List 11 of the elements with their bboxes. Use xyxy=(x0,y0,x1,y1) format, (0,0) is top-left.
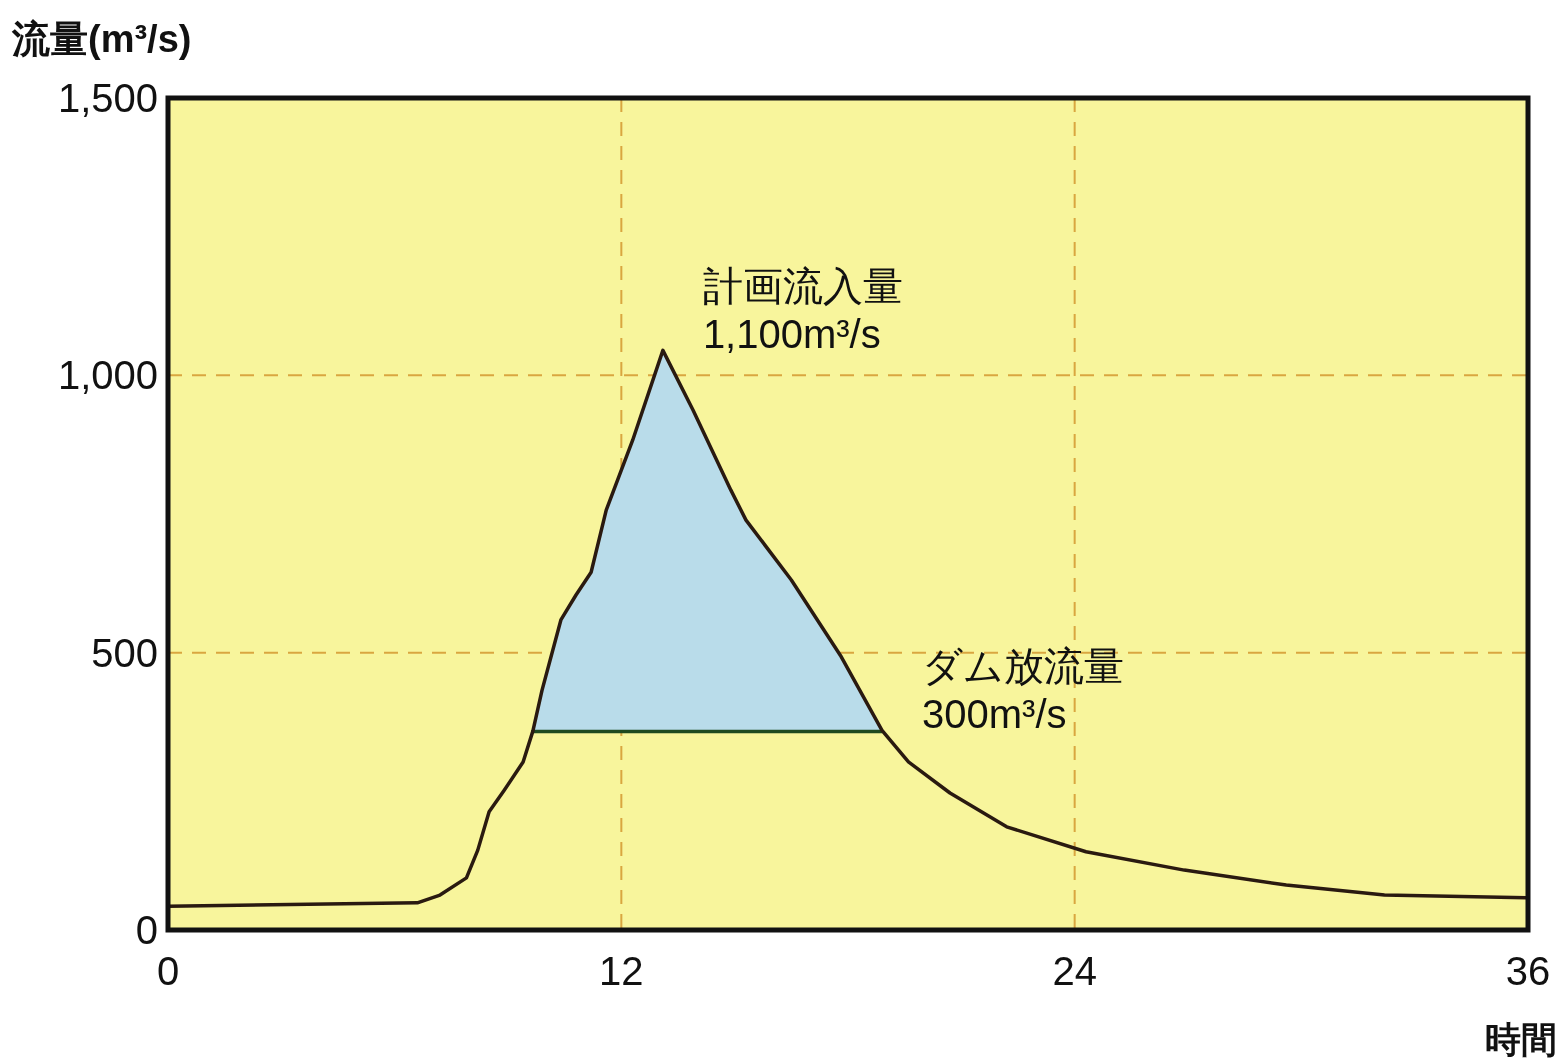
x-axis-title: 時間 xyxy=(1485,1019,1557,1060)
x-tick-label: 24 xyxy=(1052,949,1097,993)
x-tick-label: 36 xyxy=(1505,949,1551,993)
y-tick-label: 500 xyxy=(91,630,158,675)
y-axis-title: 流量(m³/s) xyxy=(11,18,192,60)
x-tick-label: 12 xyxy=(599,949,644,993)
annotation: ダム放流量 300m³/s xyxy=(922,644,1124,737)
y-tick-label: 1,000 xyxy=(57,353,158,398)
y-tick-label: 1,500 xyxy=(57,76,158,120)
annotation: 計画流入量 1,100m³/s xyxy=(702,264,903,357)
y-tick-label: 0 xyxy=(135,908,158,952)
